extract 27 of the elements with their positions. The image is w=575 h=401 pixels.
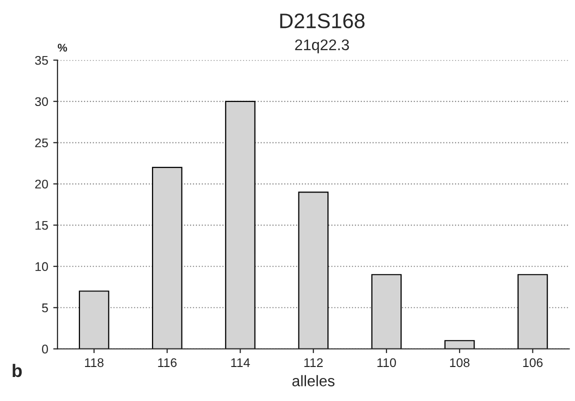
bar [78,290,110,349]
chart-subtitle: 21q22.3 [295,39,349,54]
y-tick-label: 20 [35,180,48,189]
x-tick-label: 114 [231,358,250,367]
chart-title: D21S168 [280,14,365,28]
x-axis-title: alleles [292,375,334,386]
x-tick-label: 110 [377,358,396,368]
x-tick-label: 112 [304,358,323,367]
bar [152,166,182,349]
x-tick-label: 106 [523,358,543,368]
bar [298,192,329,349]
y-tick-label: 25 [35,138,48,148]
y-axis-title: % [58,44,68,52]
x-tick-label: 116 [158,358,177,368]
bar [371,274,402,349]
y-tick-label: 30 [35,97,48,106]
y-tick-label: 35 [35,56,48,65]
x-tick-label: 108 [450,358,470,368]
y-tick-label: 0 [42,344,48,354]
y-tick-label: 15 [36,221,48,230]
y-tick-label: 10 [36,262,48,272]
text: b [12,364,22,378]
bar [444,340,475,349]
bar [225,100,256,349]
y-tick-label: 5 [42,304,48,312]
bar [518,274,548,349]
x-tick-label: 118 [85,358,104,368]
